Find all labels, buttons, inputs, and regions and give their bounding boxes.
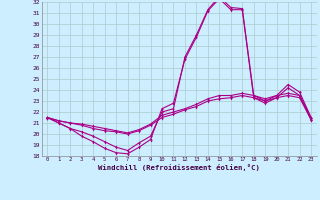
X-axis label: Windchill (Refroidissement éolien,°C): Windchill (Refroidissement éolien,°C) — [98, 164, 260, 171]
